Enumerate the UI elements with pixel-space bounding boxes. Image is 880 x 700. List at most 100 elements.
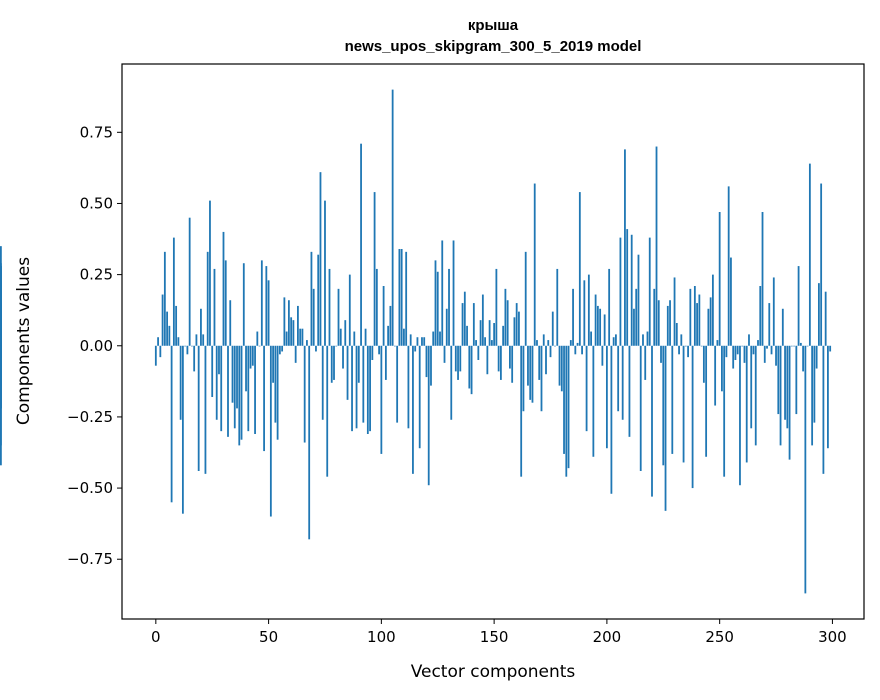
bar-272 — [768, 303, 771, 346]
bar-277 — [779, 345, 782, 446]
bar-206 — [619, 237, 622, 346]
bar-50 — [267, 280, 270, 346]
bars-group — [0, 89, 832, 594]
bar-30 — [222, 231, 225, 346]
bar-130 — [448, 268, 450, 346]
bar-52 — [272, 345, 274, 383]
bar-101 — [382, 286, 385, 346]
chart-subtitle: news_upos_skipgram_300_5_2019 model — [345, 38, 642, 55]
bar-242 — [700, 345, 703, 347]
x-tick-label: 250 — [705, 628, 734, 646]
bar-79 — [333, 345, 335, 380]
bar-260 — [741, 345, 744, 347]
bar-17 — [193, 345, 196, 372]
bar-131 — [450, 345, 453, 420]
bar-178 — [556, 268, 559, 346]
bar-9 — [175, 305, 178, 346]
bar-266 — [754, 345, 757, 446]
x-tick-label: 300 — [818, 628, 847, 646]
bar-190 — [583, 280, 586, 346]
bar-2 — [159, 345, 162, 358]
bar-undefined — [0, 345, 2, 409]
bar-107 — [396, 345, 399, 423]
bar-181 — [563, 345, 565, 454]
bar-127 — [441, 240, 444, 346]
bar-183 — [567, 345, 570, 469]
bar-150 — [493, 323, 496, 346]
bar-297 — [824, 291, 827, 346]
bar-95 — [369, 345, 371, 432]
bar-91 — [360, 143, 362, 346]
bar-60 — [290, 317, 293, 346]
bar-24 — [209, 200, 211, 346]
bar-158 — [511, 345, 514, 383]
y-tick-label: 0.25 — [80, 266, 113, 284]
y-axis-label: Components values — [14, 257, 34, 425]
bar-192 — [587, 274, 590, 346]
bar-41 — [247, 345, 250, 432]
bar-103 — [387, 325, 390, 346]
bar-163 — [522, 345, 525, 412]
bar-5 — [166, 311, 168, 346]
bar-97 — [373, 192, 376, 346]
bar-294 — [817, 283, 820, 346]
bar-54 — [276, 345, 279, 440]
bar-27 — [215, 345, 218, 420]
bar-165 — [527, 345, 529, 386]
bar-133 — [454, 345, 457, 372]
bar-83 — [342, 345, 344, 369]
bar-40 — [245, 345, 247, 392]
bar-25 — [211, 345, 214, 397]
bar-118 — [421, 337, 423, 346]
bar-29 — [220, 345, 223, 432]
bar-166 — [529, 345, 532, 400]
bar-114 — [412, 345, 414, 474]
bar-67 — [306, 340, 308, 346]
bar-231 — [675, 323, 678, 346]
bar-230 — [673, 277, 676, 346]
bar-189 — [581, 345, 583, 355]
bar-156 — [506, 300, 509, 346]
bar-96 — [371, 345, 374, 360]
bar-99 — [378, 345, 380, 355]
bar-212 — [633, 308, 635, 346]
bar-44 — [254, 345, 256, 434]
bar-270 — [763, 345, 766, 363]
x-axis-ticks: 0 50 100 150 200 250 300 — [151, 619, 847, 646]
bar-296 — [822, 345, 825, 474]
bar-282 — [790, 345, 793, 347]
bar-112 — [407, 345, 410, 429]
bar-228 — [669, 300, 671, 346]
bar-78 — [330, 345, 333, 383]
bar-217 — [644, 345, 647, 380]
bar-4 — [163, 251, 166, 346]
bar-299 — [829, 345, 832, 352]
y-tick-label: 0.00 — [80, 337, 113, 355]
bar-175 — [549, 345, 552, 358]
bar-6 — [168, 325, 171, 346]
bar-56 — [281, 345, 284, 352]
bar-196 — [596, 305, 599, 346]
bar-281 — [788, 345, 791, 460]
bar-271 — [766, 345, 768, 349]
bar-222 — [655, 146, 658, 346]
bar-291 — [811, 345, 814, 446]
bar-169 — [536, 340, 538, 346]
bar-278 — [781, 308, 784, 346]
bar-265 — [752, 345, 755, 355]
bar-186 — [574, 345, 577, 355]
bar-48 — [263, 345, 265, 452]
bar-288 — [804, 345, 807, 594]
bar-undefined — [0, 263, 2, 346]
bar-93 — [364, 328, 367, 346]
bar-128 — [443, 345, 446, 363]
bar-76 — [326, 345, 329, 477]
bar-157 — [509, 345, 511, 369]
bar-undefined — [0, 345, 2, 358]
bar-205 — [617, 345, 620, 412]
bar-210 — [628, 345, 631, 437]
bar-184 — [569, 340, 572, 346]
bar-284 — [795, 345, 798, 415]
bar-38 — [240, 345, 243, 440]
